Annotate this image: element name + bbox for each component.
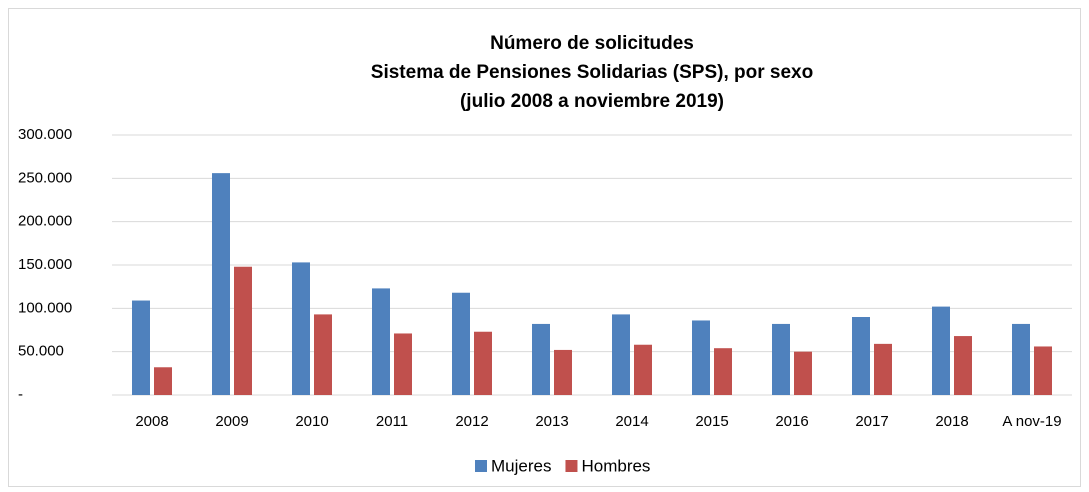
bar [554, 349, 572, 395]
chart-title: Sistema de Pensiones Solidarias (SPS), p… [371, 62, 813, 83]
legend-label: Hombres [581, 456, 650, 475]
bar [474, 331, 492, 395]
y-tick-label: 200.000 [18, 213, 72, 230]
bar [372, 288, 390, 395]
bar [154, 367, 172, 395]
chart-title: (julio 2008 a noviembre 2019) [460, 91, 724, 112]
bar [314, 314, 332, 395]
bar [212, 173, 230, 395]
x-tick-label: 2018 [935, 413, 968, 430]
bar [234, 266, 252, 395]
bar [1034, 346, 1052, 395]
bar [292, 262, 310, 395]
bar [794, 351, 812, 395]
y-tick-label: 50.000 [18, 343, 64, 360]
bar [954, 336, 972, 395]
x-tick-label: 2010 [295, 413, 328, 430]
legend-label: Mujeres [491, 456, 551, 475]
bar [132, 300, 150, 395]
legend-swatch [565, 460, 578, 472]
x-tick-label: 2016 [775, 413, 808, 430]
bar [532, 323, 550, 395]
bar [452, 292, 470, 395]
bar [932, 306, 950, 395]
y-tick-label: 300.000 [18, 126, 72, 143]
bar [394, 333, 412, 395]
bar [1012, 323, 1030, 395]
x-tick-label: 2009 [215, 413, 248, 430]
y-tick-label: 100.000 [18, 299, 72, 316]
bar [874, 343, 892, 395]
y-tick-label: 250.000 [18, 169, 72, 186]
bar [692, 320, 710, 395]
x-tick-label: 2014 [615, 413, 648, 430]
chart-border [8, 8, 1081, 487]
x-tick-label: 2017 [855, 413, 888, 430]
bar [612, 314, 630, 395]
x-tick-label: A nov-19 [1002, 413, 1061, 430]
x-tick-label: 2015 [695, 413, 728, 430]
bar [772, 323, 790, 395]
x-tick-label: 2011 [376, 413, 408, 430]
y-tick-label: - [18, 386, 23, 403]
x-tick-label: 2013 [535, 413, 568, 430]
y-tick-label: 150.000 [18, 256, 72, 273]
bar [714, 348, 732, 395]
legend-swatch [475, 460, 487, 472]
x-tick-label: 2008 [135, 413, 168, 430]
chart-title: Número de solicitudes [490, 33, 694, 54]
x-tick-label: 2012 [455, 413, 488, 430]
bar [852, 317, 870, 395]
bar [634, 344, 652, 395]
